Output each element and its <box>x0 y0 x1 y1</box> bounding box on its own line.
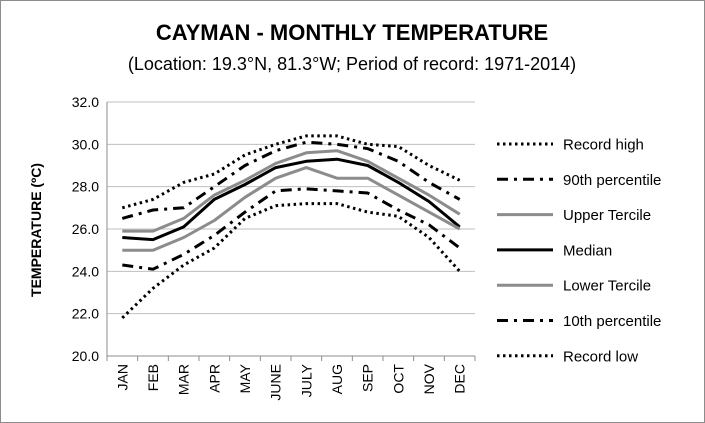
x-tick-label: FEB <box>145 364 161 391</box>
x-tick-label: JUNE <box>268 364 284 401</box>
x-tick-label: NOV <box>421 363 437 394</box>
series-line <box>121 140 461 220</box>
x-tick-label: OCT <box>390 364 406 394</box>
x-tick-label: SEP <box>360 364 376 392</box>
series-line <box>122 149 461 233</box>
y-tick-label: 22.0 <box>72 306 99 322</box>
x-tick-label: APR <box>206 364 222 393</box>
y-tick-label: 20.0 <box>72 348 99 364</box>
series-lines <box>121 134 461 319</box>
series-line <box>122 157 461 242</box>
y-axis-label: TEMPERATURE (ºC) <box>28 163 44 297</box>
series-line <box>122 166 461 252</box>
legend-label: 90th percentile <box>563 172 661 189</box>
legend-label: Lower Tercile <box>563 278 651 295</box>
legend-label: Median <box>563 242 612 259</box>
y-tick-label: 32.0 <box>72 94 99 110</box>
y-tick-label: 24.0 <box>72 263 99 279</box>
y-tick-label: 26.0 <box>72 221 99 237</box>
legend: Record high 90th percentile Upper Tercile M… <box>497 137 661 365</box>
grid-lines <box>107 101 475 357</box>
legend-label: Record low <box>563 348 638 365</box>
x-tick-label: MAR <box>176 364 192 395</box>
series-line <box>122 187 461 271</box>
legend-label: 10th percentile <box>563 313 661 330</box>
x-tick-label: MAY <box>237 363 253 393</box>
chart-title: CAYMAN - MONTHLY TEMPERATURE <box>156 20 548 45</box>
y-tick-label: 28.0 <box>72 179 99 195</box>
x-tick-label: JULY <box>298 363 314 397</box>
y-tick-label: 30.0 <box>72 136 99 152</box>
axes: 20.0 22.0 24.0 26.0 28.0 30.0 32.0 JAN FEB MAR APR… <box>72 94 476 401</box>
legend-label: Record high <box>563 137 644 154</box>
x-tick-label: AUG <box>329 364 345 394</box>
chart-subtitle: (Location: 19.3°N, 81.3°W; Period of rec… <box>128 54 576 74</box>
series-line <box>121 134 461 210</box>
legend-label: Upper Tercile <box>563 207 651 224</box>
x-tick-label: JAN <box>114 364 130 390</box>
x-tick-label: DEC <box>452 364 468 394</box>
